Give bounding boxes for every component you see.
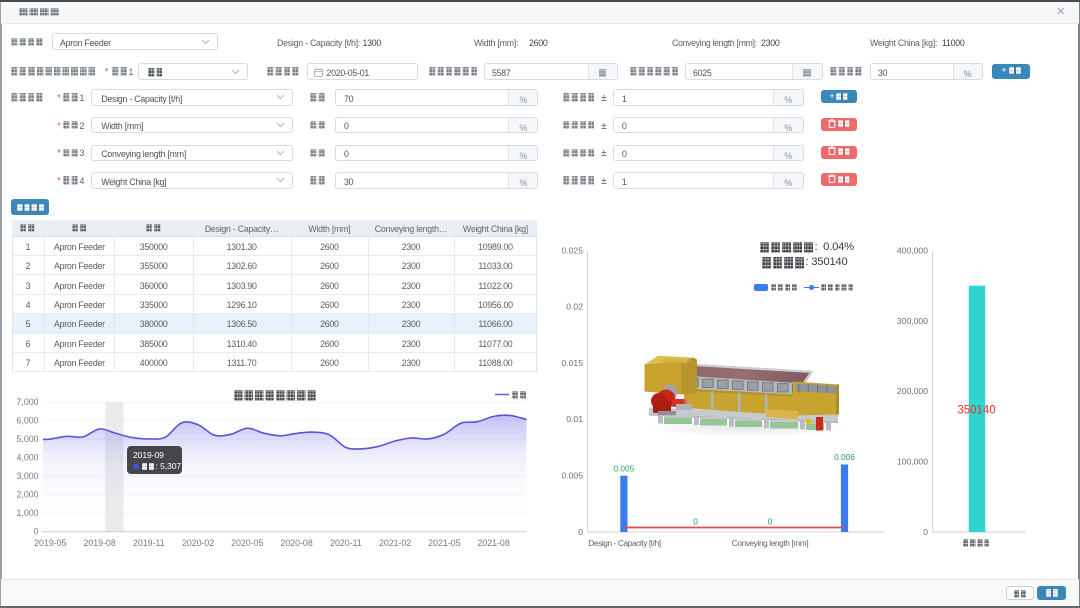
- svg-text:2020-08: 2020-08: [280, 538, 312, 548]
- svg-text:0: 0: [578, 527, 583, 537]
- svg-text:0.005: 0.005: [614, 464, 635, 474]
- svg-text:0.005: 0.005: [561, 471, 583, 481]
- svg-text:0.02: 0.02: [566, 302, 583, 312]
- svg-text:350140: 350140: [957, 405, 995, 417]
- svg-text:2020-05: 2020-05: [231, 538, 263, 548]
- svg-text:0: 0: [768, 516, 773, 526]
- svg-text:0.01: 0.01: [566, 414, 583, 424]
- svg-text:2020-02: 2020-02: [182, 538, 214, 548]
- svg-text:2020-11: 2020-11: [330, 538, 362, 548]
- svg-text:200,000: 200,000: [897, 386, 928, 396]
- svg-text:2,000: 2,000: [16, 490, 38, 500]
- svg-text:7,000: 7,000: [16, 397, 38, 407]
- svg-text:2021-08: 2021-08: [477, 538, 509, 548]
- svg-text:6,000: 6,000: [16, 415, 38, 425]
- svg-text:1,000: 1,000: [16, 508, 38, 518]
- svg-text:0.025: 0.025: [561, 245, 583, 255]
- svg-text:2021-02: 2021-02: [379, 538, 411, 548]
- svg-text:5,000: 5,000: [16, 434, 38, 444]
- svg-text:2019-11: 2019-11: [133, 538, 165, 548]
- svg-text:Conveying length [mm]: Conveying length [mm]: [732, 538, 809, 548]
- svg-text:Design - Capacity [t/h]: Design - Capacity [t/h]: [588, 538, 661, 548]
- svg-text:2021-05: 2021-05: [428, 538, 460, 548]
- svg-text:0: 0: [693, 516, 698, 526]
- svg-text:100,000: 100,000: [897, 456, 928, 466]
- svg-text:0: 0: [34, 527, 39, 537]
- svg-text:0.006: 0.006: [834, 452, 855, 462]
- svg-text:3,000: 3,000: [16, 471, 38, 481]
- svg-text:0.015: 0.015: [561, 358, 583, 368]
- svg-text:0: 0: [923, 527, 928, 537]
- svg-text:300,000: 300,000: [897, 316, 928, 326]
- svg-text:2019-08: 2019-08: [83, 538, 115, 548]
- svg-text:4,000: 4,000: [16, 452, 38, 462]
- svg-text:2019-05: 2019-05: [34, 538, 66, 548]
- svg-text:400,000: 400,000: [897, 245, 928, 255]
